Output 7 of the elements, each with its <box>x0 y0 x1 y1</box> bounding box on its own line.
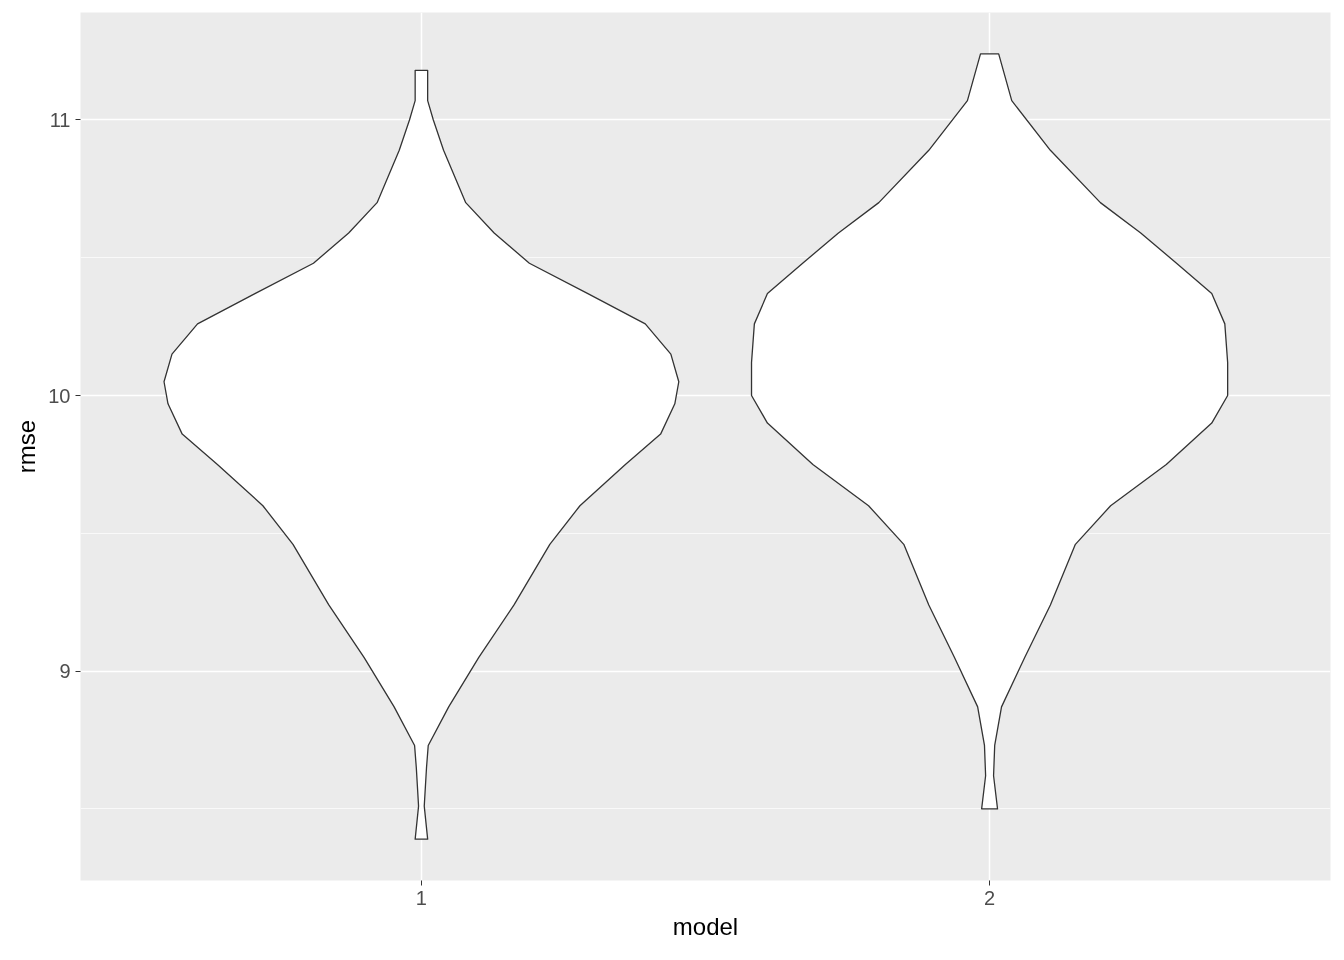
y-tick-label: 11 <box>49 108 71 131</box>
y-tick-label: 9 <box>59 660 71 683</box>
x-tick-label: 1 <box>415 886 427 909</box>
y-tick-label: 10 <box>48 384 71 407</box>
x-tick-label: 2 <box>984 886 996 909</box>
x-axis-title: model <box>672 912 739 940</box>
y-axis-title: rmse <box>13 419 41 474</box>
